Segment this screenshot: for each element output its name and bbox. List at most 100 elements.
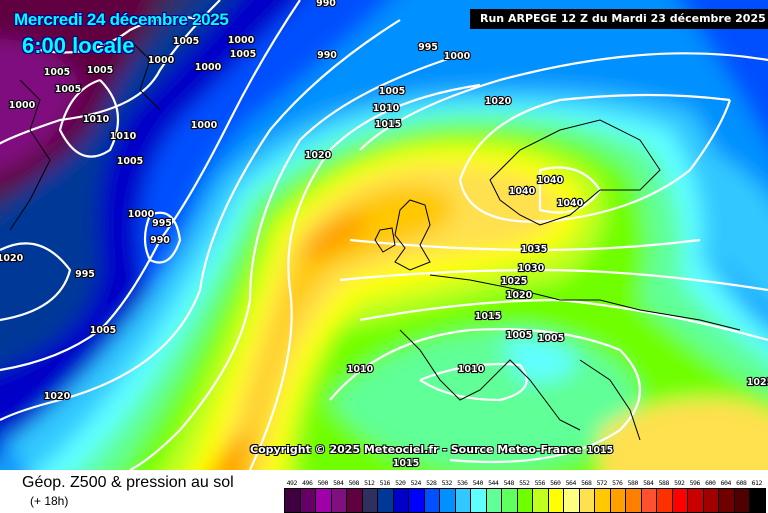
- legend-item: 572: [594, 479, 611, 513]
- isobar-label: 1005: [538, 333, 564, 344]
- isobar-label: 995: [418, 42, 438, 53]
- isobar-label: 1005: [90, 325, 116, 336]
- forecast-range: (+ 18h): [30, 494, 69, 508]
- legend-label: 596: [689, 479, 701, 487]
- model-run-banner: Run ARPEGE 12 Z du Mardi 23 décembre 202…: [470, 9, 768, 29]
- legend-item: 524: [408, 479, 425, 513]
- legend-swatch: [423, 488, 440, 513]
- coastlines: [9, 39, 741, 441]
- isobar-label: 1005: [44, 67, 70, 78]
- isobar-label: 995: [152, 218, 172, 229]
- isobar-label: 1005: [230, 49, 256, 60]
- legend-item: 520: [392, 479, 409, 513]
- isobar-label: 1020: [485, 96, 512, 107]
- legend-item: 500: [315, 479, 332, 513]
- legend-swatch: [454, 488, 471, 513]
- legend-swatch: [594, 488, 611, 513]
- legend-swatch: [671, 488, 688, 513]
- color-legend: 492 496 500 504 508 512 516 520 524 528 532 536 540 5…: [284, 479, 766, 513]
- legend-label: 552: [519, 479, 530, 487]
- legend-label: 572: [596, 479, 608, 487]
- isobar-label: 1005: [87, 65, 113, 76]
- isobar-label: 1000: [191, 120, 218, 131]
- legend-item: 516: [377, 479, 394, 513]
- isobar-label: 1020: [0, 253, 24, 264]
- legend-label: 500: [317, 479, 329, 487]
- legend-label: 508: [348, 479, 360, 487]
- copyright-notice: Copyright © 2025 Meteociel.fr - Source M…: [250, 443, 583, 456]
- forecast-date: Mercredi 24 décembre 2025: [14, 10, 229, 29]
- legend-label: 504: [333, 479, 344, 487]
- legend-item: 508: [346, 479, 363, 513]
- legend-label: 556: [534, 479, 546, 487]
- legend-label: 576: [612, 479, 623, 487]
- legend-swatch: [377, 488, 394, 513]
- isobar-label: 1015: [393, 458, 419, 469]
- legend-item: 560: [547, 479, 564, 513]
- legend-swatch: [547, 488, 564, 513]
- legend-label: 564: [565, 479, 577, 487]
- isobar-label: 1020: [44, 391, 71, 402]
- legend-item: 604: [718, 479, 735, 513]
- legend-item: 544: [485, 479, 502, 513]
- isobar-label: 1025: [501, 276, 527, 287]
- forecast-local-time: 6:00 locale: [22, 33, 135, 58]
- isobar-label: 1015: [475, 311, 501, 322]
- legend-swatch: [609, 488, 626, 513]
- isobar-labels: 9909951000100510101015102010201000100510…: [0, 0, 768, 470]
- legend-swatch: [361, 488, 378, 513]
- legend-swatch: [733, 488, 750, 513]
- legend-item: 556: [532, 479, 549, 513]
- legend-swatch: [501, 488, 518, 513]
- legend-swatch: [718, 488, 735, 513]
- legend-item: 548: [501, 479, 518, 513]
- legend-item: 564: [563, 479, 580, 513]
- legend-item: 504: [330, 479, 347, 513]
- legend-label: 516: [379, 479, 391, 487]
- isobar-label: 1000: [148, 55, 175, 66]
- isobar-label: 1040: [509, 186, 536, 197]
- legend-swatch: [470, 488, 487, 513]
- legend-item: 608: [733, 479, 750, 513]
- legend-label: 540: [472, 479, 484, 487]
- legend-swatch: [408, 488, 425, 513]
- legend-label: 532: [441, 479, 453, 487]
- legend-label: 568: [581, 479, 592, 487]
- legend-item: 592: [671, 479, 688, 513]
- legend-label: 584: [643, 479, 654, 487]
- legend-swatch: [656, 488, 673, 513]
- isobar-label: 1010: [83, 114, 110, 125]
- isobar-label: 1015: [587, 445, 613, 456]
- legend-label: 560: [550, 479, 561, 487]
- legend-swatch: [330, 488, 347, 513]
- legend-item: 536: [454, 479, 471, 513]
- isobar-label: 1005: [173, 36, 199, 47]
- isobar-label: 1005: [506, 330, 532, 341]
- isobar-label: 1005: [379, 86, 405, 97]
- legend-swatch: [299, 488, 316, 513]
- map-title: Géop. Z500 & pression au sol: [22, 474, 234, 491]
- legend-swatch: [346, 488, 363, 513]
- legend-label: 604: [720, 479, 732, 487]
- legend-label: 592: [674, 479, 685, 487]
- isobar-label: 1040: [557, 198, 584, 209]
- legend-label: 496: [302, 479, 313, 487]
- isobar-label: 1010: [110, 131, 137, 142]
- legend-swatch: [749, 488, 766, 513]
- legend-label: 580: [627, 479, 639, 487]
- isobar-label: 1035: [521, 244, 547, 255]
- legend-label: 612: [751, 479, 763, 487]
- isobar-label: 990: [317, 50, 337, 61]
- isobar-label: 1000: [444, 51, 471, 62]
- isobar-label: 1010: [347, 364, 374, 375]
- isobar-label: 1020: [506, 290, 533, 301]
- legend-swatch: [702, 488, 719, 513]
- legend-swatch: [687, 488, 704, 513]
- legend-swatch: [485, 488, 502, 513]
- legend-item: 588: [656, 479, 673, 513]
- isobar-label: 1000: [128, 209, 155, 220]
- isobar-label: 995: [75, 269, 95, 280]
- isobar-label: 1000: [228, 35, 255, 46]
- legend-label: 544: [488, 479, 499, 487]
- legend-swatch: [625, 488, 642, 513]
